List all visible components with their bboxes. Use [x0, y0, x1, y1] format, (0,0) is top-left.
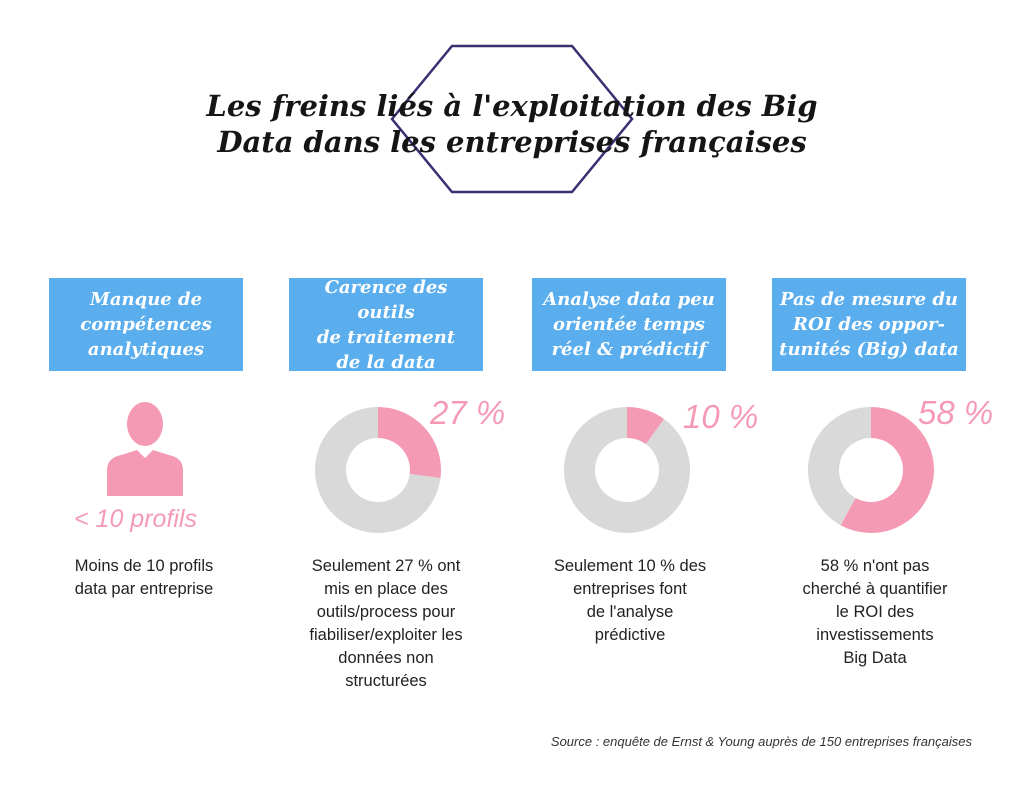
person-icon: [107, 402, 183, 496]
title-line-2: Data dans les entreprises françaises: [217, 125, 807, 159]
description-roi: 58 % n'ont pas cherché à quantifier le R…: [802, 557, 948, 667]
description-outils: Seulement 27 % ont mis en place des outi…: [309, 557, 463, 690]
donut-chart-roi: [808, 407, 934, 533]
title-line-1: Les freins liés à l'exploitation des Big: [206, 89, 818, 123]
donut-chart-outils: [315, 407, 441, 533]
header-card-competences: Manque de compétences analytiques: [49, 278, 243, 371]
source-note: Source : enquête de Ernst & Young auprès…: [550, 734, 972, 749]
metric-profils: < 10 profils: [74, 505, 197, 533]
header-card-outils: Carence des outils de traitement de la d…: [289, 277, 483, 373]
donut-chart-temps-reel: [564, 407, 690, 533]
percentage-label-outils: 27 %: [430, 394, 506, 431]
percentage-label-roi: 58 %: [918, 394, 994, 431]
donut-slice-value: [378, 407, 441, 478]
donut-slice-remainder: [564, 407, 690, 533]
donut-slice-value: [840, 407, 934, 533]
page-title: Les freins liés à l'exploitation des Big…: [200, 88, 824, 160]
description-competences: Moins de 10 profils data par entreprise: [74, 557, 214, 598]
title-hexagon-frame: [390, 44, 634, 194]
percentage-label-temps-reel: 10 %: [683, 398, 759, 435]
donut-slice-remainder: [808, 407, 871, 526]
donut-slice-value: [627, 407, 665, 445]
header-card-temps-reel: Analyse data peu orientée temps réel & p…: [532, 278, 726, 371]
header-card-roi: Pas de mesure du ROI des oppor- tunités …: [772, 278, 966, 371]
description-temps-reel: Seulement 10 % des entreprises font de l…: [553, 557, 707, 644]
donut-slice-remainder: [315, 407, 441, 533]
